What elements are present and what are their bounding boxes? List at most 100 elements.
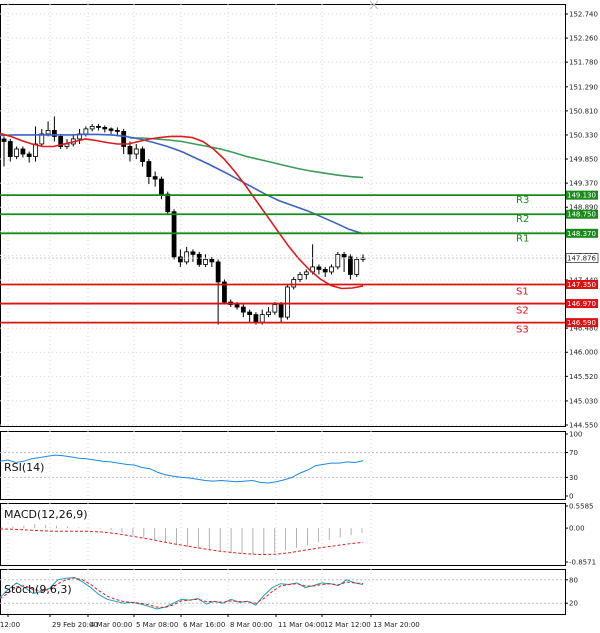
candle-body xyxy=(247,311,253,315)
candle-body xyxy=(348,256,353,275)
level-badge-value-s2: 146.970 xyxy=(567,300,596,308)
candle xyxy=(348,254,353,280)
level-badge-value-r2: 148.750 xyxy=(567,211,596,219)
candle xyxy=(222,279,227,305)
candle xyxy=(127,141,133,162)
candle-body xyxy=(297,274,303,280)
candle xyxy=(146,159,152,185)
candle-body xyxy=(146,161,152,177)
price-tick-label: 145.520 xyxy=(569,373,598,381)
level-badge-s1 xyxy=(566,279,598,289)
level-name-r1: R1 xyxy=(516,233,529,244)
candle-body xyxy=(39,133,45,145)
stoch-tick-label: 80 xyxy=(569,576,578,584)
level-badge-s2 xyxy=(566,299,598,309)
candle-body xyxy=(253,314,259,323)
time-tick-label: 12:00 xyxy=(0,621,20,629)
candle xyxy=(335,251,341,270)
candle-body xyxy=(316,266,322,270)
candle-body xyxy=(266,311,271,315)
candle-body xyxy=(114,130,120,132)
corner-marker-icon xyxy=(369,0,379,10)
time-tick-label: 8 Mar 00:00 xyxy=(230,621,272,629)
candle xyxy=(240,304,246,318)
level-badge-value-r3: 149.130 xyxy=(567,192,596,200)
candle xyxy=(215,259,221,325)
level-name-r3: R3 xyxy=(516,195,529,206)
rsi-tick-label: 70 xyxy=(569,449,578,457)
macd-panel-frame xyxy=(0,503,566,566)
candle xyxy=(329,264,334,275)
candle-body xyxy=(360,257,366,260)
level-badge-r2 xyxy=(566,209,598,219)
candle-body xyxy=(259,314,265,323)
price-tick-label: 150.330 xyxy=(569,131,598,139)
candle xyxy=(303,269,309,280)
candle xyxy=(354,256,360,277)
candle-body xyxy=(7,141,13,157)
candle xyxy=(89,123,95,132)
candle-body xyxy=(335,253,341,268)
candle xyxy=(14,146,19,160)
candle-body xyxy=(26,153,32,157)
candle-body xyxy=(58,136,64,147)
candle-body xyxy=(291,279,297,288)
price-tick-label: 146.480 xyxy=(569,325,598,333)
stoch-panel-frame xyxy=(0,569,566,615)
candle-body xyxy=(209,258,215,263)
time-tick-label: 6 Mar 16:00 xyxy=(183,621,225,629)
candle xyxy=(33,126,38,162)
candle xyxy=(297,271,303,282)
candle xyxy=(102,125,108,133)
candle xyxy=(285,284,290,320)
level-badge-r3 xyxy=(566,190,598,200)
candle-body xyxy=(303,271,309,275)
candle-body xyxy=(96,126,101,128)
macd-tick-label: 0.00 xyxy=(569,525,585,533)
candle-body xyxy=(196,253,202,265)
price-tick-label: 148.890 xyxy=(569,204,598,212)
candle-body xyxy=(203,258,208,265)
candle xyxy=(51,116,57,142)
price-tick-label: 151.780 xyxy=(569,59,598,67)
candle-body xyxy=(215,261,221,283)
rsi-panel-frame xyxy=(0,431,566,500)
candle xyxy=(316,264,322,275)
price-tick-label: 146.000 xyxy=(569,349,598,357)
rsi-title: RSI(14) xyxy=(4,461,44,474)
candle-body xyxy=(108,128,114,131)
candle-body xyxy=(190,251,196,255)
macd-signal-line xyxy=(0,528,364,556)
current-price-value: 147.876 xyxy=(567,255,596,263)
candle-body xyxy=(171,211,177,258)
stoch-tick-label: 20 xyxy=(569,600,578,608)
price-tick-label: 150.810 xyxy=(569,107,598,115)
candle-body xyxy=(184,251,190,263)
candle-body xyxy=(165,193,171,213)
candle xyxy=(39,128,45,147)
rsi-line xyxy=(0,454,364,484)
candle-body xyxy=(222,281,227,303)
level-badge-value-r1: 148.370 xyxy=(567,230,596,238)
level-badge-value-s1: 147.350 xyxy=(567,281,596,289)
stoch-main-line xyxy=(0,576,364,610)
candle xyxy=(96,123,101,131)
price-tick-label: 152.260 xyxy=(569,35,598,43)
candle-body xyxy=(20,148,26,155)
candle-body xyxy=(45,130,51,135)
level-name-s2: S2 xyxy=(516,306,529,317)
candle-body xyxy=(159,178,164,195)
candle-body xyxy=(102,127,108,130)
candle xyxy=(58,133,64,149)
ma-blue-line xyxy=(0,133,364,235)
candle-body xyxy=(341,253,347,258)
level-badge-value-s3: 146.590 xyxy=(567,319,596,327)
candle-body xyxy=(278,304,284,318)
candle-body xyxy=(234,304,240,308)
candle xyxy=(266,307,271,318)
candle xyxy=(133,143,139,160)
candle xyxy=(209,256,215,267)
macd-tick-label: 0.5585 xyxy=(569,503,594,511)
candle xyxy=(291,276,297,290)
